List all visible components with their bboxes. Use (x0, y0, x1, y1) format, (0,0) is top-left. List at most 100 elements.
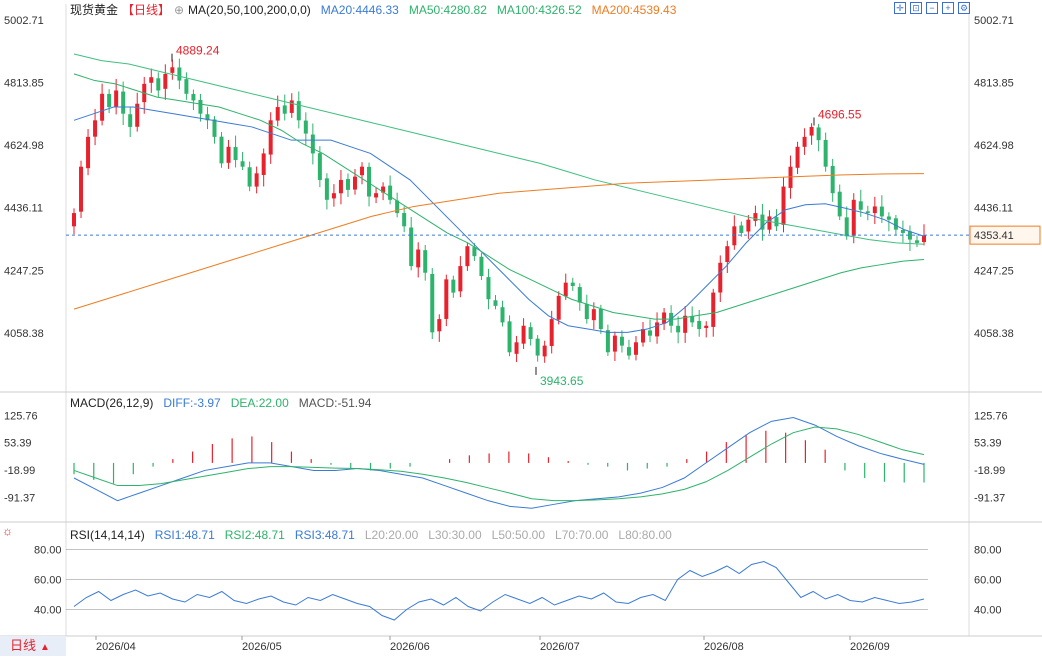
price-tick-right-3: 4436.11 (974, 203, 1013, 215)
candle-body (795, 146, 800, 168)
candle-body (205, 114, 210, 121)
candle-body (345, 179, 350, 190)
crosshair-icon[interactable]: ✛ (894, 2, 906, 14)
candle-body (184, 79, 189, 94)
candle-body (367, 166, 372, 197)
candle-body (858, 201, 863, 210)
candle-body (711, 292, 716, 327)
macd-tick-left-2: -18.99 (4, 465, 35, 477)
macd-tick-left-0: 125.76 (4, 410, 38, 422)
candle-body (437, 319, 442, 332)
macd-header-diff: DIFF:-3.97 (163, 396, 221, 410)
candle-body (535, 338, 540, 356)
candle-body (879, 206, 884, 217)
candle-body (465, 246, 470, 267)
candle-body (872, 206, 877, 214)
zoom-in-icon[interactable]: + (942, 2, 954, 14)
candle-body (191, 94, 196, 101)
high1-label: 4889.24 (176, 44, 220, 58)
candle-body (331, 193, 336, 199)
header-period: 【日线】 (122, 3, 170, 17)
candle-body (914, 240, 919, 243)
time-tick-2: 2026/06 (390, 641, 430, 653)
rsi-settings-icon: ☼ (2, 524, 13, 538)
zoom-out-icon[interactable]: − (926, 2, 938, 14)
candle-body (732, 226, 737, 246)
candle-body (254, 173, 259, 187)
candle-body (479, 256, 484, 277)
candle-body (922, 235, 926, 243)
time-tick-3: 2026/07 (540, 641, 580, 653)
candle-body (310, 134, 315, 154)
period-select-button[interactable]: 日线 ▲ (0, 636, 66, 656)
candle-body (626, 347, 631, 356)
price-tick-left-4: 4247.25 (4, 265, 44, 277)
fit-icon[interactable]: ⊡ (910, 2, 922, 14)
toolbar-icons: ✛ ⊡ − + ⚙ (894, 2, 970, 14)
current-price-tag (969, 225, 1041, 245)
candle-body (451, 279, 456, 293)
candle-body (697, 321, 702, 330)
header-ma50: MA50:4280.82 (409, 3, 487, 17)
candle-body (725, 246, 730, 262)
candle-body (809, 126, 814, 136)
candle-body (612, 335, 617, 352)
rsi-tick-right-1: 60.00 (974, 575, 1002, 587)
candle-body (549, 319, 554, 346)
ma20-line (73, 106, 925, 333)
candle-body (381, 186, 386, 193)
candle-body (528, 327, 533, 339)
candle-body (156, 78, 161, 91)
candle-body (907, 231, 912, 240)
candle-body (605, 330, 610, 353)
candle-body (324, 178, 329, 200)
candle-body (900, 229, 905, 233)
candle-body (641, 329, 646, 343)
candle-body (472, 247, 477, 257)
candle-body (704, 325, 709, 329)
candle-body (303, 120, 308, 134)
candle-body (662, 312, 667, 324)
candle-body (507, 321, 512, 353)
time-tick-1: 2026/05 (242, 641, 282, 653)
candle-body (219, 136, 224, 164)
rsi-header-l20: L20:20.00 (365, 528, 419, 542)
price-tick-right-0: 5002.71 (974, 15, 1014, 27)
candle-body (268, 120, 273, 155)
high2-label: 4696.55 (818, 107, 862, 121)
macd-tick-right-3: -91.37 (974, 492, 1005, 504)
rsi-tick-left-0: 80.00 (34, 545, 62, 557)
rsi-line (73, 560, 925, 621)
candle-body (240, 161, 245, 167)
macd-tick-left-3: -91.37 (4, 492, 35, 504)
candle-body (282, 105, 287, 114)
header-symbol: 现货黄金 (70, 2, 118, 17)
indicator-settings-icon: ⊕ (174, 3, 184, 17)
candle-body (598, 308, 603, 330)
header-ma200: MA200:4539.43 (592, 3, 677, 17)
price-tick-right-4: 4247.25 (974, 265, 1014, 277)
candle-body (100, 93, 105, 121)
period-select-label: 日线 (10, 638, 37, 653)
candle-body (556, 295, 561, 320)
candle-body (746, 219, 751, 232)
candle-body (296, 101, 301, 121)
time-tick-4: 2026/08 (704, 641, 744, 653)
price-tick-left-1: 4813.85 (4, 78, 44, 90)
settings-icon[interactable]: ⚙ (958, 2, 970, 14)
candle-body (86, 136, 91, 169)
candle-body (149, 77, 154, 83)
candle-body (352, 176, 357, 190)
candle-body (683, 315, 688, 333)
macd-header-label: MACD(26,12,9) (70, 396, 153, 410)
candle-body (423, 250, 428, 273)
macd-tick-right-0: 125.76 (974, 410, 1008, 422)
rsi-header-rsi3: RSI3:48.71 (295, 528, 355, 542)
candle-body (275, 107, 280, 121)
candle-body (886, 216, 891, 220)
rsi-header-rsi1: RSI1:48.71 (155, 528, 215, 542)
header-ma20: MA20:4446.33 (321, 3, 399, 17)
header-ma100: MA100:4326.52 (497, 3, 582, 17)
candle-body (760, 214, 765, 230)
